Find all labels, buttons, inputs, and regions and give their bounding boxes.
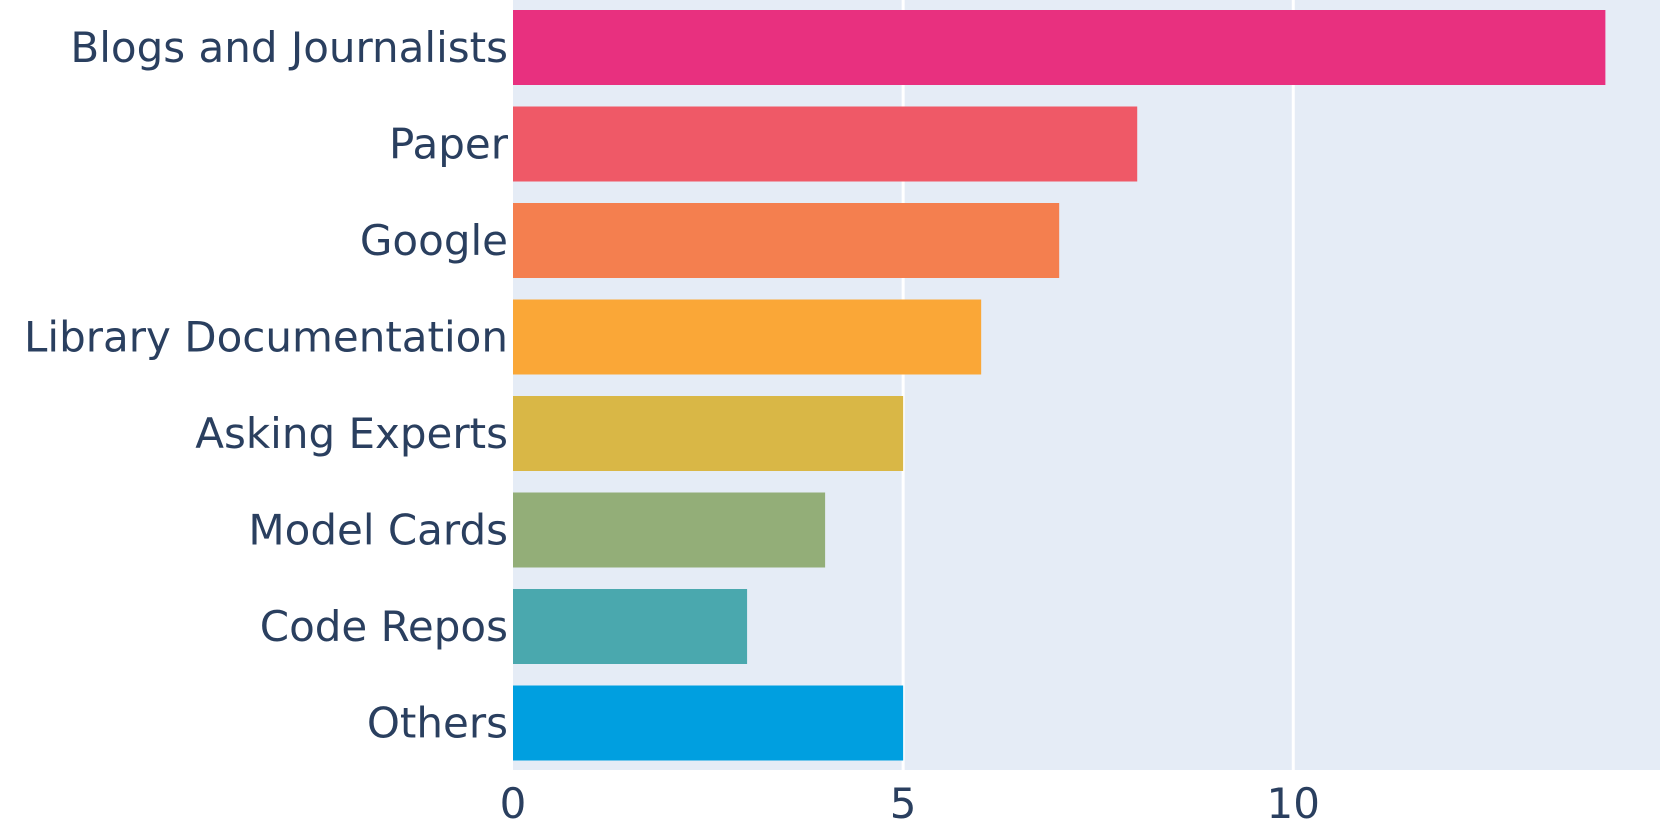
x-tick-label: 10 <box>1267 779 1320 828</box>
bar-others <box>513 685 904 761</box>
category-label: Asking Experts <box>195 409 508 458</box>
category-label: Library Documentation <box>24 313 508 362</box>
bars <box>513 10 1606 761</box>
x-axis-ticks: 0 5 10 <box>500 779 1320 828</box>
bar-code-repos <box>513 589 748 664</box>
bar-library-documentation <box>513 299 982 375</box>
bar-google <box>513 203 1060 278</box>
x-tick-label: 5 <box>890 779 917 828</box>
bar-model-cards <box>513 492 826 568</box>
bar-paper <box>513 106 1138 182</box>
category-labels: Blogs and Journalists Paper Google Library … <box>24 23 509 748</box>
bar-blogs-and-journalists <box>513 10 1606 85</box>
category-label: Code Repos <box>260 602 508 651</box>
category-label: Paper <box>389 120 509 169</box>
category-label: Google <box>360 216 508 265</box>
category-label: Blogs and Journalists <box>70 23 508 72</box>
category-label: Others <box>367 699 508 748</box>
x-tick-label: 0 <box>500 779 527 828</box>
category-label: Model Cards <box>248 506 508 555</box>
bar-asking-experts <box>513 396 904 471</box>
